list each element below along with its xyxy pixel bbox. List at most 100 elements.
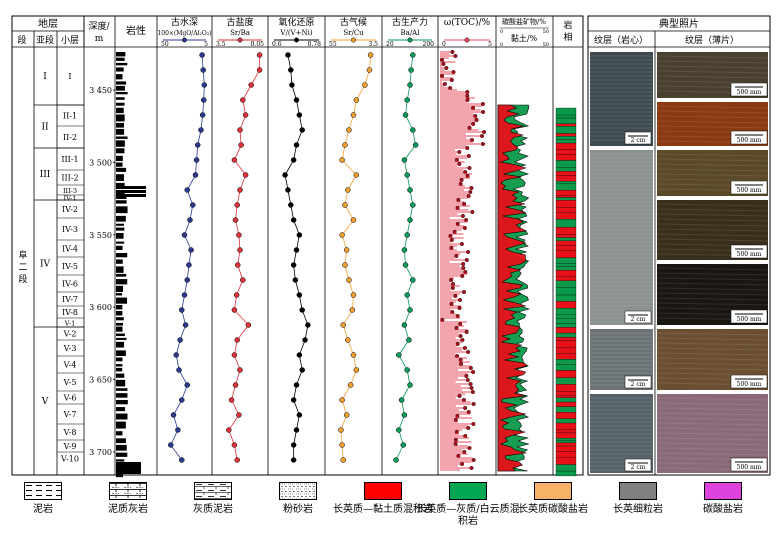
thin-lamina (656, 357, 769, 361)
header-redox-marker (294, 37, 299, 43)
facies-band (555, 470, 577, 477)
paleo-depth-curve-point (179, 397, 185, 403)
toc-point (455, 354, 460, 359)
subsection-label: II (41, 123, 49, 133)
thin-scale-box (730, 180, 768, 195)
legend-item-calcareous-mudstone: 灰质泥岩 (158, 478, 268, 516)
paleo-salinity-curve-point (234, 337, 240, 343)
toc-point (440, 73, 445, 78)
facies-band (555, 429, 577, 434)
paleo-salinity-curve-point (232, 382, 239, 388)
facies-band (555, 266, 577, 271)
toc-point (466, 193, 471, 198)
toc-point (466, 410, 471, 415)
facies-band (555, 442, 577, 447)
legend-item-argillaceous-limestone: 泥质灰岩 (73, 478, 183, 516)
depth-tick-label: 3 650 (89, 376, 112, 385)
header-paleo_salinity-unit: Sr/Ba (230, 29, 250, 37)
paleo-productivity-curve-point (396, 427, 402, 433)
legend-label: 长英质—黏土质混积岩 (333, 504, 433, 515)
facies-band (555, 149, 577, 155)
header-clay-max: 50 (543, 42, 549, 48)
header-paleo_depth-min: 50 (161, 41, 169, 48)
thin-lamina (656, 213, 769, 217)
paleo-productivity-curve-point (407, 217, 413, 223)
paleo-climate-curve-point (345, 187, 351, 193)
lithology-bar (116, 373, 125, 378)
thin-lamina (656, 362, 769, 366)
toc-point (458, 358, 463, 363)
facies-band (555, 183, 577, 191)
toc-point (458, 322, 463, 327)
facies-band (555, 359, 577, 365)
redox-curve-point (290, 157, 297, 163)
paleo-productivity-curve-point (408, 67, 414, 73)
paleo-salinity-curve-point (237, 367, 243, 373)
header-toc-marker (464, 37, 470, 43)
paleo-depth-curve-point (192, 172, 199, 178)
toc-point (471, 402, 476, 407)
facies-band (555, 195, 577, 198)
lithology-bar (116, 148, 125, 154)
paleo-depth-curve-point (184, 187, 190, 193)
paleo-depth-curve-point (179, 457, 185, 463)
legend-item-felsic-lime: 长英质—灰质/白云质混积岩 (413, 478, 523, 528)
toc-point (457, 394, 462, 399)
header-paleo_productivity-max: 200 (423, 41, 435, 48)
toc-point (469, 185, 474, 190)
paleo-climate-curve-point (345, 337, 351, 343)
paleo-depth-curve-point (184, 382, 190, 388)
facies-band (555, 171, 577, 176)
toc-point (462, 450, 467, 455)
legend-swatch-argillaceous-limestone (109, 482, 147, 500)
legend-label: 灰质泥岩 (193, 504, 233, 515)
paleo-salinity-curve-point (248, 82, 254, 88)
thin-lamina (656, 158, 769, 162)
thin-lamina (656, 352, 769, 356)
lithology-bar (116, 174, 124, 181)
toc-point (449, 245, 454, 250)
facies-band (555, 308, 577, 315)
lithology-bar (116, 326, 123, 332)
thin-lamina (656, 233, 769, 237)
facies-band (555, 263, 577, 267)
toc-point (470, 390, 475, 395)
facies-band (555, 257, 577, 264)
toc-point (452, 229, 457, 234)
facies-band (555, 401, 577, 407)
legend-label: 泥质灰岩 (108, 504, 148, 515)
thin-lamina (656, 105, 769, 109)
core-scale-label: 2 cm (631, 381, 646, 388)
lithology-bar (116, 57, 125, 61)
lithology-bar (116, 421, 126, 429)
toc-point (440, 58, 445, 63)
depth-tick-label: 3 700 (89, 448, 112, 457)
header-paleo_depth-unit: 100×(MgO/Al₂O₃) (157, 30, 211, 37)
lithology-bar (116, 304, 123, 310)
paleo-climate-curve-point (340, 457, 346, 463)
toc-point (460, 274, 465, 279)
lithology-bar (116, 438, 126, 444)
header-lithology: 岩性 (126, 24, 146, 37)
thin-lamina (656, 302, 769, 306)
paleo-productivity-curve-point (404, 232, 410, 238)
legend-item-felsic-clay: 长英质—黏土质混积岩 (328, 478, 438, 516)
facies-band (555, 340, 577, 349)
thin-scale-box (730, 82, 768, 97)
paleo-depth-curve-point (187, 217, 193, 223)
header-carb-min: 0 (500, 29, 503, 35)
toc-point (468, 382, 473, 387)
paleo-productivity-curve-point (398, 397, 405, 403)
toc-point (442, 81, 447, 86)
lithology-bar (116, 252, 128, 258)
lithology-bar (116, 413, 128, 420)
lithology-bar (116, 167, 127, 172)
thin-lamina (656, 238, 769, 242)
lithology-bar (116, 297, 128, 304)
paleo-productivity-curve-point (402, 262, 409, 268)
thin-lamina (656, 163, 769, 167)
toc-point (457, 298, 462, 303)
facies-band (555, 451, 577, 458)
